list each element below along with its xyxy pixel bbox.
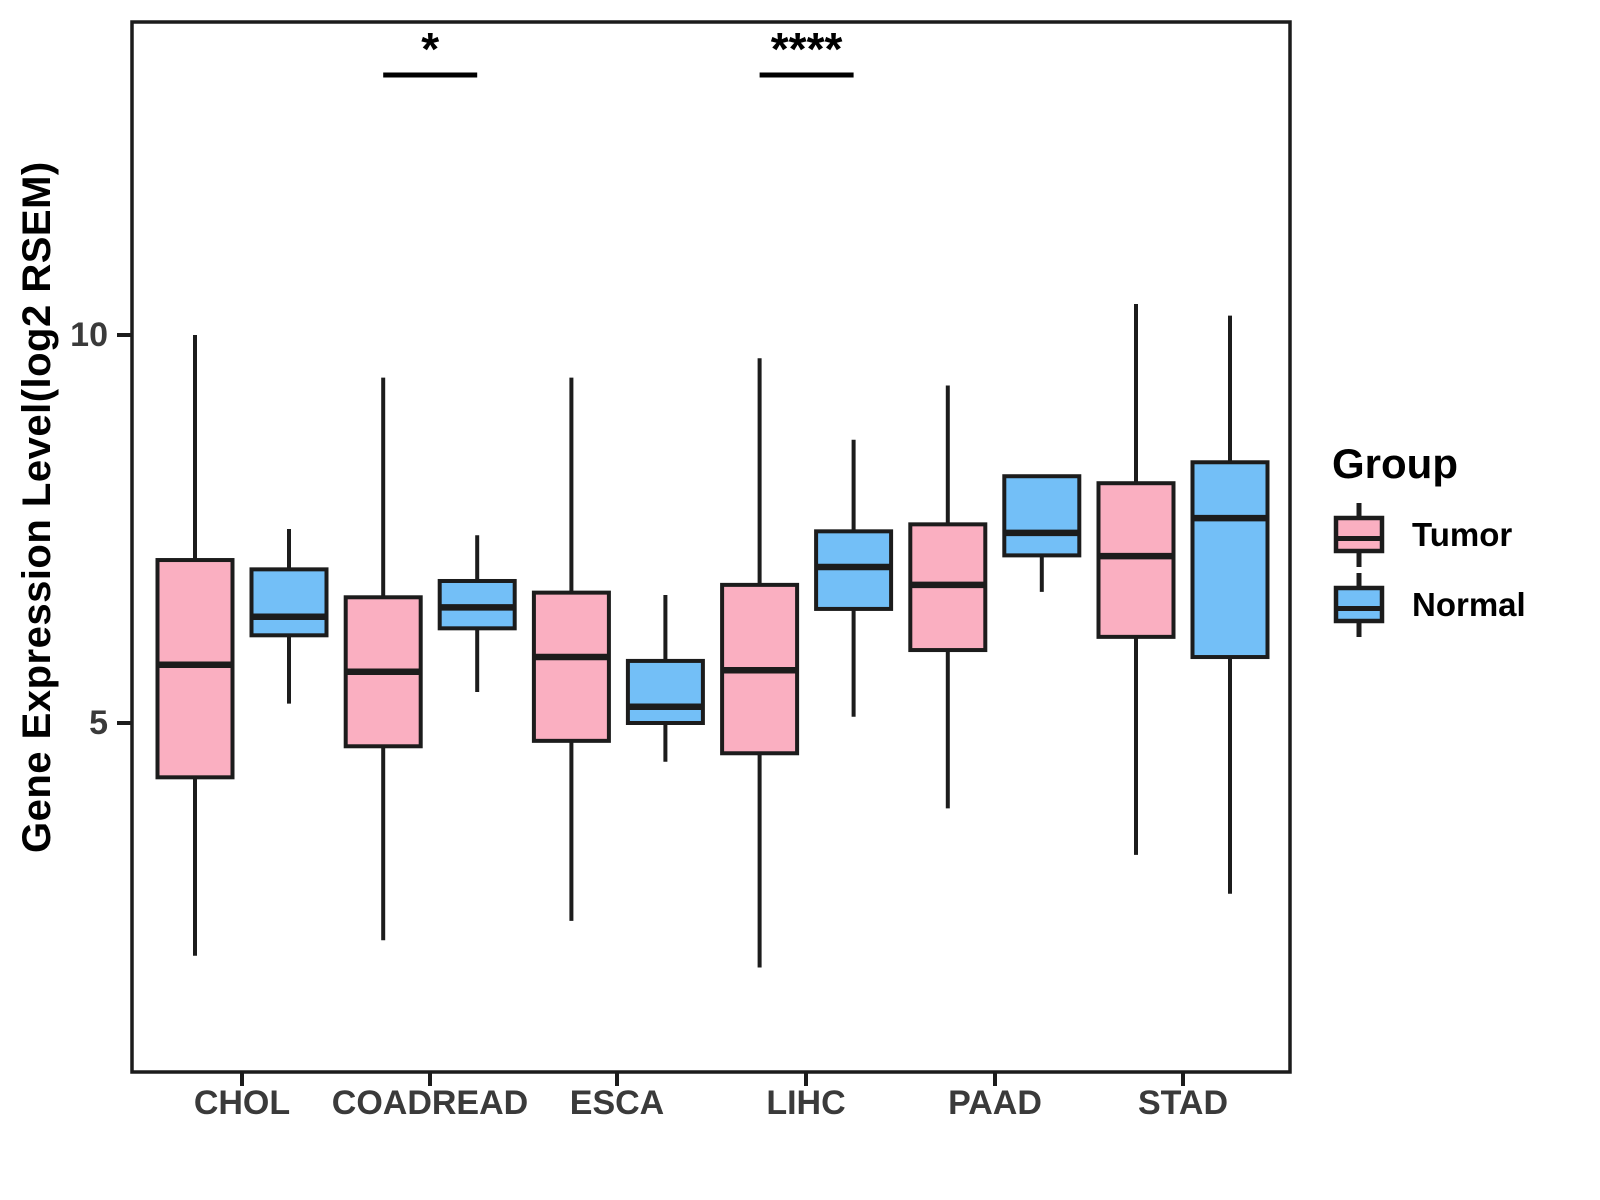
x-tick-mark <box>993 1072 997 1086</box>
y-tick-label-5: 5 <box>89 704 108 742</box>
boxplot-key-icon <box>1333 503 1385 567</box>
legend-title: Group <box>1332 440 1458 487</box>
box-normal-stad <box>1190 460 1270 660</box>
legend-item-normal: Normal <box>1332 570 1600 640</box>
x-axis-label-chol: CHOL <box>193 1084 291 1122</box>
x-axis-label-esca: ESCA <box>569 1084 665 1122</box>
x-tick-mark <box>1181 1072 1185 1086</box>
legend-label-normal: Normal <box>1412 586 1526 623</box>
plot-panel-border <box>130 20 1292 1074</box>
box-tumor-stad <box>1096 481 1176 639</box>
x-tick-mark <box>240 1072 244 1086</box>
x-axis-label-coadread: COADREAD <box>331 1084 529 1122</box>
x-tick-mark <box>428 1072 432 1086</box>
x-axis-label-stad: STAD <box>1137 1084 1229 1122</box>
x-axis-label-lihc: LIHC <box>766 1084 846 1122</box>
legend-label-tumor: Tumor <box>1412 516 1513 553</box>
box-normal-chol <box>249 567 329 638</box>
x-axis-label-paad: PAAD <box>948 1084 1042 1122</box>
significance-label-coadread: * <box>421 23 439 75</box>
y-tick-mark <box>117 333 131 337</box>
box-normal-paad <box>1002 474 1082 558</box>
boxplot-key-icon <box>1333 573 1385 637</box>
box-tumor-esca <box>531 590 611 743</box>
box-tumor-chol <box>155 558 235 780</box>
legend: Group Tumor Normal <box>1332 440 1600 640</box>
x-tick-mark <box>804 1072 808 1086</box>
x-tick-mark <box>615 1072 619 1086</box>
legend-item-tumor: Tumor <box>1332 500 1600 570</box>
y-axis-title: Gene Expression Level(log2 RSEM) <box>15 161 59 853</box>
box-normal-esca <box>625 658 705 725</box>
y-tick-mark <box>117 721 131 725</box>
y-tick-label-10: 10 <box>70 316 108 354</box>
significance-label-lihc: **** <box>771 23 843 75</box>
